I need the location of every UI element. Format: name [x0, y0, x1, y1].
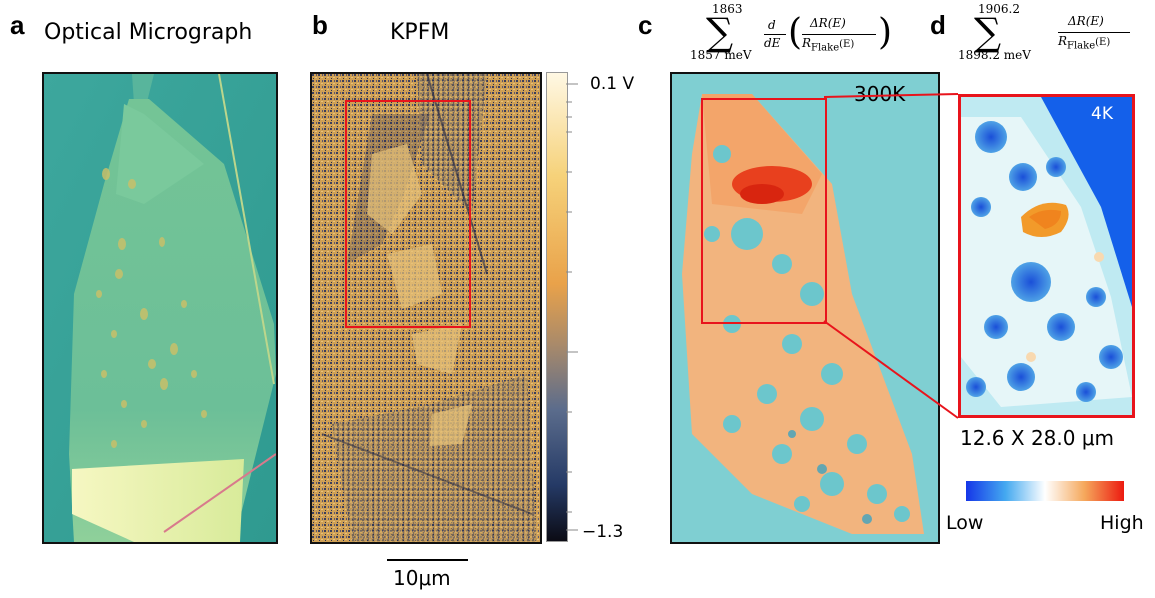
map-4k-image	[958, 94, 1135, 418]
colorbar-ticks	[566, 83, 578, 531]
sum-upper-limit: 1863	[712, 2, 743, 16]
sum-upper-limit: 1906.2	[978, 2, 1020, 16]
panel-title-optical: Optical Micrograph	[44, 20, 253, 45]
panel-label-a: a	[10, 10, 25, 40]
map-300k-image	[670, 72, 940, 544]
colorbar-low-label: Low	[946, 512, 984, 534]
derivative-bottom: dE	[764, 36, 781, 50]
panel-label-d: d	[930, 10, 946, 40]
colorbar-top-label: 0.1 V	[590, 74, 635, 94]
formula-d: 1906.2 ∑ 1898.2 meV ΔR(E) RFlake(E)	[958, 0, 1148, 70]
temperature-label-4k: 4K	[1091, 104, 1113, 124]
temperature-label-300k: 300K	[854, 82, 906, 106]
optical-micrograph-image	[42, 72, 278, 544]
panel-title-kpfm: KPFM	[390, 20, 450, 45]
sum-lower-limit: 1898.2 meV	[958, 48, 1031, 62]
derivative-top: d	[768, 18, 776, 32]
colorbar-high-label: High	[1100, 512, 1144, 534]
fraction-denominator: RFlake(E)	[802, 36, 855, 54]
scale-bar-label: 10μm	[393, 566, 451, 590]
formula-c: 1863 ∑ 1857 meV d dE ( ΔR(E) RFlake(E) )	[690, 2, 893, 62]
highlight-box	[345, 100, 471, 328]
zoom-region-box	[701, 98, 827, 324]
panel-label-c: c	[638, 10, 653, 40]
sum-symbol: ∑	[706, 10, 734, 54]
sum-lower-limit: 1857 meV	[690, 48, 752, 62]
dimensions-label: 12.6 X 28.0 μm	[960, 426, 1115, 450]
kpfm-image	[310, 72, 542, 544]
kpfm-colorbar	[546, 72, 568, 542]
scale-bar	[387, 559, 468, 561]
low-high-colorbar	[966, 481, 1124, 501]
fraction-numerator: ΔR(E)	[1068, 14, 1104, 28]
sum-symbol: ∑	[974, 10, 1002, 54]
colorbar-bottom-label: −1.3	[582, 522, 624, 542]
fraction-numerator: ΔR(E)	[810, 16, 846, 30]
panel-label-b: b	[312, 10, 328, 40]
fraction-denominator: RFlake(E)	[1058, 34, 1111, 52]
